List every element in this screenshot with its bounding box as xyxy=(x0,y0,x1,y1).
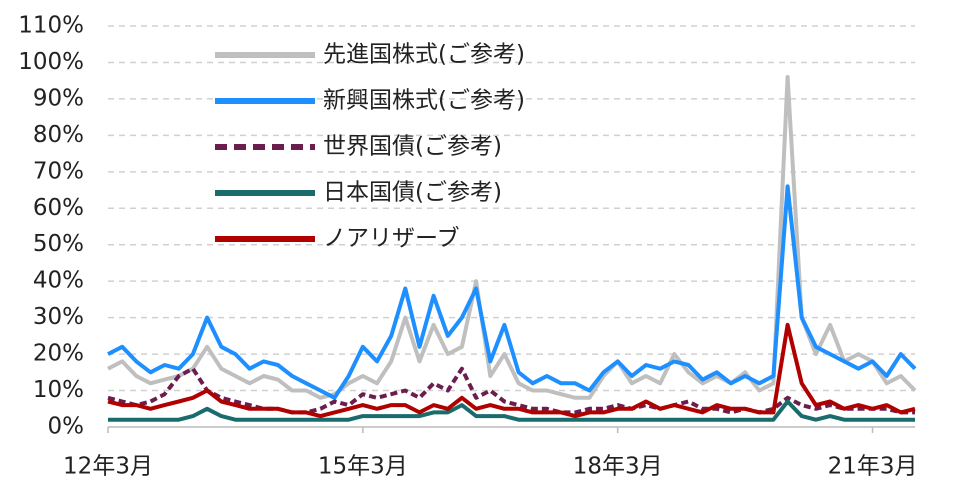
series-line xyxy=(108,399,915,422)
legend-label: 新興国株式(ご参考) xyxy=(323,88,525,114)
x-tick-label: 15年3月 xyxy=(318,454,408,480)
y-tick-label: 80% xyxy=(33,122,84,148)
y-tick-label: 110% xyxy=(18,13,84,39)
x-tick-label: 21年3月 xyxy=(828,454,918,480)
y-tick-label: 20% xyxy=(33,341,84,367)
series-line xyxy=(107,184,917,400)
y-tick-label: 0% xyxy=(48,414,85,440)
y-tick-label: 90% xyxy=(33,85,84,111)
series-line xyxy=(107,366,915,415)
legend-label: 日本国債(ご参考) xyxy=(323,180,502,206)
series-line xyxy=(107,75,917,400)
x-tick-label: 18年3月 xyxy=(573,454,663,480)
series-line xyxy=(107,322,916,419)
y-tick-label: 30% xyxy=(33,304,84,330)
y-tick-label: 50% xyxy=(33,231,84,257)
legend-label: ノアリザーブ xyxy=(323,226,460,252)
x-tick-label: 12年3月 xyxy=(63,454,153,480)
y-tick-label: 60% xyxy=(33,195,84,221)
y-tick-label: 10% xyxy=(33,377,84,403)
legend-label: 世界国債(ご参考) xyxy=(323,134,502,160)
y-tick-label: 100% xyxy=(18,49,84,75)
y-tick-label: 70% xyxy=(33,158,84,184)
legend-label: 先進国株式(ご参考) xyxy=(323,42,525,68)
y-tick-label: 40% xyxy=(33,268,84,294)
